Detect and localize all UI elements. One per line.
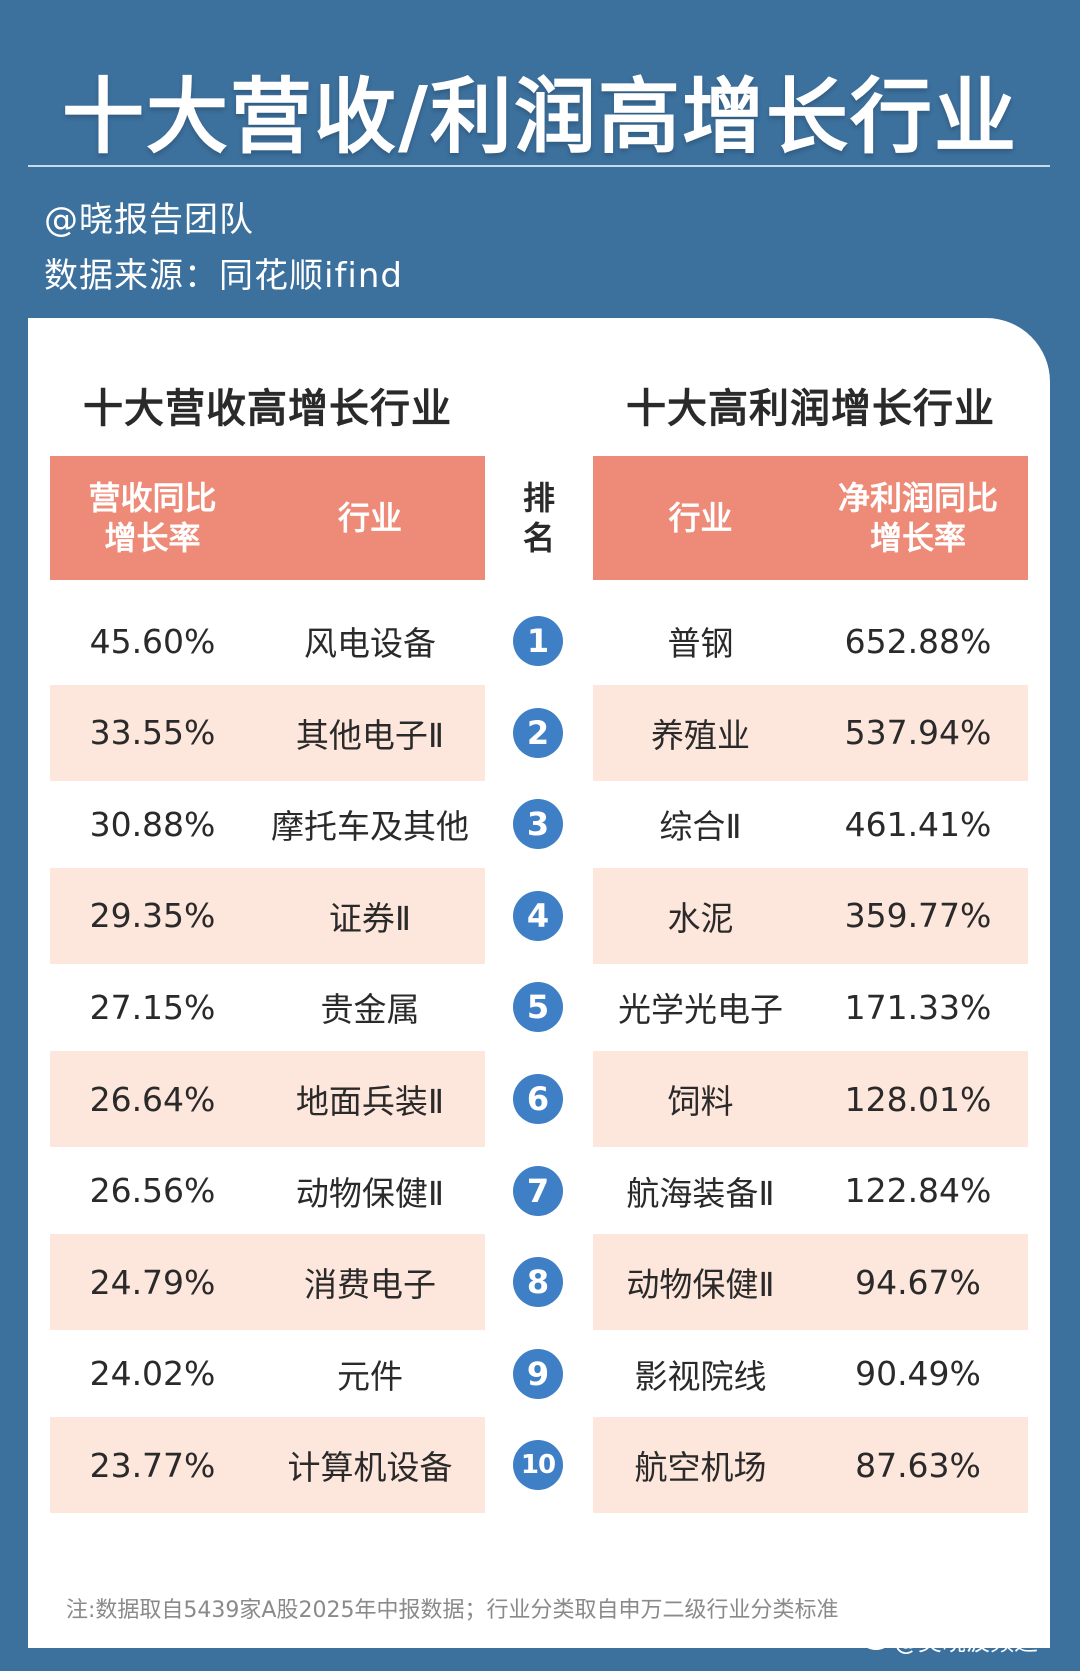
table-row: 30.88% 摩托车及其他 3 综合Ⅱ 461.41% bbox=[50, 776, 1028, 872]
table-row: 23.77% 计算机设备 10 航空机场 87.63% bbox=[50, 1417, 1028, 1514]
profit-growth-value: 90.49% bbox=[855, 1354, 981, 1394]
revenue-growth-value: 29.35% bbox=[89, 896, 216, 936]
profit-growth-value: 461.41% bbox=[844, 804, 992, 844]
row-stripe bbox=[50, 867, 485, 964]
revenue-growth-value: 24.02% bbox=[89, 1354, 216, 1394]
table-row: 24.02% 元件 9 影视院线 90.49% bbox=[50, 1326, 1028, 1422]
rank-badge: 10 bbox=[513, 1440, 563, 1491]
row-stripe bbox=[593, 1051, 1028, 1147]
rank-badge: 8 bbox=[513, 1257, 563, 1308]
row-stripe bbox=[593, 684, 1028, 781]
row-stripe bbox=[593, 1234, 1028, 1331]
profit-industry-name: 航空机场 bbox=[634, 1448, 767, 1488]
revenue-growth-value: 27.15% bbox=[89, 987, 216, 1027]
rank-badge: 3 bbox=[513, 799, 563, 850]
revenue-growth-value: 26.64% bbox=[89, 1079, 216, 1119]
page-title: 十大营收/利润高增长行业 bbox=[62, 70, 1018, 165]
footnote: 注:数据取自5439家A股2025年中报数据；行业分类取自申万二级行业分类标准 bbox=[66, 1598, 839, 1623]
revenue-industry-name: 证券Ⅱ bbox=[328, 898, 412, 938]
revenue-industry-name: 风电设备 bbox=[304, 624, 436, 663]
row-stripe bbox=[50, 684, 485, 781]
revenue-growth-value: 30.88% bbox=[89, 804, 216, 844]
profit-growth-value: 94.67% bbox=[855, 1262, 981, 1302]
revenue-growth-value: 24.79% bbox=[89, 1262, 216, 1302]
table-row: 29.35% 证券Ⅱ 4 水泥 359.77% bbox=[50, 867, 1028, 964]
revenue-industry-name: 其他电子Ⅱ bbox=[295, 715, 445, 755]
table-row: 26.64% 地面兵装Ⅱ 6 饲料 128.01% bbox=[50, 1051, 1028, 1147]
profit-growth-header: 净利润同比 增长率 bbox=[837, 479, 998, 557]
rank-badge: 9 bbox=[513, 1348, 563, 1399]
profit-growth-value: 652.88% bbox=[844, 621, 992, 661]
profit-table-header: 行业 净利润同比 增长率 bbox=[593, 456, 1028, 580]
watermark-logo-icon bbox=[862, 1629, 890, 1650]
revenue-industry-name: 贵金属 bbox=[320, 990, 420, 1030]
profit-growth-value: 128.01% bbox=[844, 1079, 992, 1119]
profit-growth-value: 171.33% bbox=[844, 987, 992, 1027]
revenue-growth-value: 23.77% bbox=[89, 1445, 216, 1485]
row-stripe bbox=[593, 867, 1028, 964]
profit-growth-value: 122.84% bbox=[844, 1171, 992, 1211]
profit-growth-value: 87.63% bbox=[855, 1445, 981, 1485]
profit-industry-header: 行业 bbox=[668, 499, 733, 537]
profit-industry-name: 动物保健Ⅱ bbox=[626, 1265, 775, 1305]
revenue-industry-name: 元件 bbox=[337, 1356, 403, 1396]
profit-growth-value: 537.94% bbox=[844, 713, 992, 753]
profit-industry-name: 综合Ⅱ bbox=[659, 807, 742, 847]
rank-header: 排 名 bbox=[522, 479, 555, 557]
rank-badge: 2 bbox=[513, 707, 563, 758]
profit-industry-name: 普钢 bbox=[667, 624, 734, 663]
revenue-industry-name: 摩托车及其他 bbox=[271, 807, 469, 847]
profit-industry-name: 饲料 bbox=[667, 1082, 734, 1121]
revenue-industry-name: 地面兵装Ⅱ bbox=[295, 1082, 445, 1121]
profit-industry-name: 养殖业 bbox=[651, 715, 750, 755]
revenue-growth-value: 45.60% bbox=[89, 621, 216, 661]
rank-badge: 4 bbox=[513, 890, 563, 941]
table-row: 33.55% 其他电子Ⅱ 2 养殖业 537.94% bbox=[50, 684, 1028, 781]
watermark-text: @昊晓波频道 bbox=[894, 1628, 1038, 1656]
rank-badge: 6 bbox=[513, 1074, 563, 1124]
table-row: 27.15% 贵金属 5 光学光电子 171.33% bbox=[50, 959, 1028, 1055]
revenue-industry-name: 动物保健Ⅱ bbox=[295, 1173, 445, 1213]
profit-table-title: 十大高利润增长行业 bbox=[626, 386, 995, 432]
table-row: 26.56% 动物保健Ⅱ 7 航海装备Ⅱ 122.84% bbox=[50, 1143, 1028, 1239]
author-credit: @晓报告团队 bbox=[44, 200, 254, 240]
rank-badge: 1 bbox=[513, 616, 563, 666]
row-stripe bbox=[50, 1234, 485, 1331]
table-row: 24.79% 消费电子 8 动物保健Ⅱ 94.67% bbox=[50, 1234, 1028, 1331]
row-stripe bbox=[50, 1417, 485, 1514]
data-source: 数据来源：同花顺ifind bbox=[44, 256, 403, 296]
profit-industry-name: 航海装备Ⅱ bbox=[626, 1173, 775, 1213]
row-stripe bbox=[50, 1051, 485, 1147]
profit-growth-value: 359.77% bbox=[844, 896, 992, 936]
watermark: @昊晓波频道 bbox=[862, 1622, 1038, 1657]
profit-industry-name: 水泥 bbox=[667, 898, 734, 938]
row-stripe bbox=[593, 1417, 1028, 1514]
tables-card: 十大营收高增长行业 十大高利润增长行业 营收同比 增长率 行业 排 名 行业 净… bbox=[28, 318, 1050, 1648]
revenue-growth-value: 33.55% bbox=[89, 713, 216, 753]
profit-industry-name: 影视院线 bbox=[634, 1356, 767, 1396]
revenue-industry-name: 计算机设备 bbox=[287, 1448, 453, 1488]
rank-badge: 7 bbox=[513, 1165, 563, 1216]
revenue-growth-value: 26.56% bbox=[89, 1171, 216, 1211]
revenue-table-title: 十大营收高增长行业 bbox=[83, 386, 452, 432]
revenue-growth-header: 营收同比 增长率 bbox=[88, 479, 217, 557]
revenue-industry-header: 行业 bbox=[337, 499, 402, 537]
revenue-table-header: 营收同比 增长率 行业 bbox=[50, 456, 485, 580]
profit-industry-name: 光学光电子 bbox=[618, 990, 783, 1030]
table-row: 45.60% 风电设备 1 普钢 652.88% bbox=[50, 593, 1028, 689]
rank-badge: 5 bbox=[513, 982, 563, 1033]
title-divider bbox=[28, 165, 1050, 167]
revenue-industry-name: 消费电子 bbox=[304, 1265, 436, 1305]
